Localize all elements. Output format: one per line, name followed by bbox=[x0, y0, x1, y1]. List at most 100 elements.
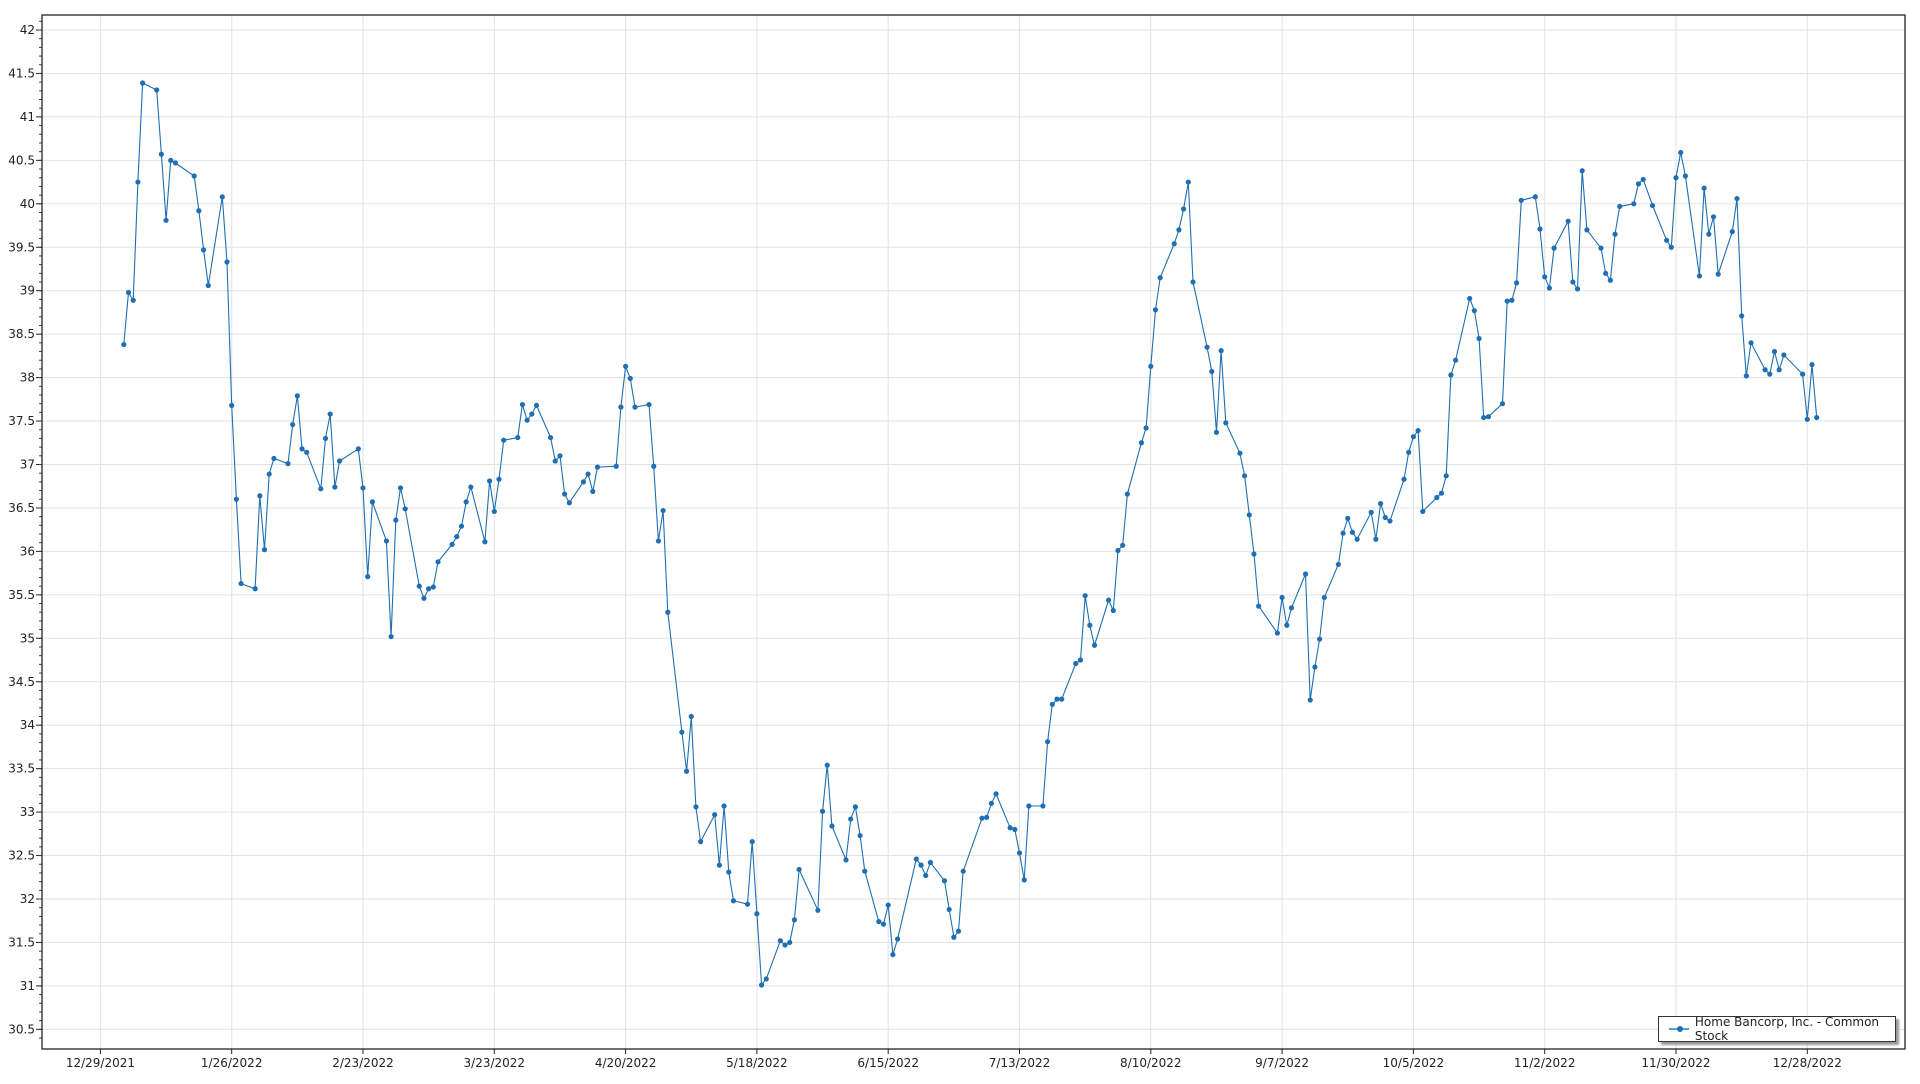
data-point bbox=[421, 595, 427, 601]
data-point bbox=[1579, 168, 1585, 174]
y-tick-label: 38 bbox=[20, 371, 35, 385]
data-point bbox=[487, 478, 493, 484]
data-point bbox=[1077, 657, 1084, 663]
y-tick-label: 32 bbox=[20, 892, 35, 906]
data-point bbox=[777, 938, 783, 944]
data-point bbox=[1256, 603, 1262, 609]
data-point bbox=[1551, 245, 1557, 251]
data-point bbox=[130, 297, 136, 303]
y-tick-label: 36 bbox=[20, 544, 35, 558]
data-point bbox=[782, 942, 788, 948]
data-point bbox=[327, 411, 333, 417]
data-point bbox=[852, 804, 858, 810]
data-point bbox=[1814, 414, 1820, 421]
data-point bbox=[1120, 542, 1126, 548]
data-point bbox=[1045, 739, 1051, 745]
data-point bbox=[562, 491, 568, 497]
data-point bbox=[1518, 197, 1524, 203]
data-point bbox=[360, 485, 366, 491]
data-point bbox=[590, 488, 596, 495]
x-tick-label: 2/23/2022 bbox=[332, 1056, 394, 1070]
data-point bbox=[1138, 440, 1145, 446]
data-point bbox=[1246, 512, 1252, 518]
data-point bbox=[1288, 605, 1295, 611]
data-point bbox=[1706, 231, 1712, 237]
data-point bbox=[1532, 194, 1538, 200]
x-tick-label: 11/2/2022 bbox=[1514, 1056, 1576, 1070]
x-tick-label: 7/13/2022 bbox=[989, 1056, 1051, 1070]
data-point bbox=[1279, 594, 1285, 601]
data-point bbox=[885, 902, 891, 908]
data-point bbox=[988, 800, 994, 807]
data-point bbox=[1204, 344, 1210, 350]
data-point bbox=[1546, 285, 1552, 291]
data-point bbox=[1434, 494, 1440, 501]
data-point bbox=[993, 791, 999, 797]
legend-line-marker-icon bbox=[1669, 1026, 1689, 1032]
legend: Home Bancorp, Inc. - Common Stock bbox=[1658, 1015, 1896, 1043]
data-point bbox=[1157, 275, 1163, 281]
data-point bbox=[135, 179, 141, 185]
data-point bbox=[1649, 202, 1656, 209]
data-point bbox=[1115, 547, 1121, 554]
data-point bbox=[1410, 434, 1416, 440]
data-point bbox=[566, 500, 572, 506]
legend-label: Home Bancorp, Inc. - Common Stock bbox=[1694, 1015, 1880, 1043]
data-point bbox=[1251, 551, 1257, 557]
data-point bbox=[758, 982, 765, 988]
y-tick-label: 33.5 bbox=[8, 762, 35, 776]
data-point bbox=[627, 375, 633, 382]
data-point bbox=[168, 157, 174, 163]
data-point bbox=[322, 435, 329, 442]
data-point bbox=[454, 534, 460, 540]
data-point bbox=[1715, 271, 1721, 277]
data-point bbox=[1668, 244, 1674, 250]
data-point bbox=[1607, 277, 1613, 283]
data-point bbox=[1368, 509, 1374, 515]
data-point bbox=[1040, 803, 1046, 809]
data-point bbox=[660, 507, 666, 514]
data-point bbox=[1767, 371, 1773, 377]
data-point bbox=[524, 417, 530, 423]
data-point bbox=[730, 898, 737, 904]
data-point bbox=[679, 729, 685, 735]
data-point bbox=[1603, 270, 1609, 276]
data-point bbox=[665, 609, 671, 615]
data-point bbox=[369, 499, 375, 505]
data-point bbox=[1049, 701, 1055, 707]
data-point bbox=[857, 832, 863, 839]
data-point bbox=[1105, 597, 1112, 603]
data-point bbox=[257, 493, 263, 499]
plot-frame bbox=[41, 14, 1906, 1050]
data-point bbox=[426, 586, 432, 592]
data-point bbox=[1471, 308, 1477, 314]
data-point bbox=[1565, 218, 1571, 224]
data-point bbox=[1176, 227, 1182, 233]
data-point bbox=[890, 952, 896, 958]
x-tick-label: 9/7/2022 bbox=[1255, 1056, 1309, 1070]
data-point bbox=[1485, 414, 1492, 420]
data-point bbox=[1237, 450, 1243, 456]
data-point bbox=[1617, 203, 1623, 210]
data-point bbox=[229, 402, 235, 409]
data-point bbox=[1476, 335, 1482, 342]
data-point bbox=[299, 446, 305, 452]
data-point bbox=[787, 939, 793, 946]
data-point bbox=[397, 485, 404, 491]
data-point bbox=[918, 862, 924, 868]
data-point bbox=[894, 936, 901, 942]
data-point bbox=[547, 434, 554, 441]
data-point bbox=[463, 499, 469, 505]
data-point bbox=[585, 471, 591, 477]
data-point bbox=[1467, 295, 1473, 302]
data-point bbox=[1678, 149, 1684, 156]
data-point bbox=[1443, 473, 1449, 479]
data-point bbox=[655, 538, 662, 544]
y-tick-label: 39 bbox=[20, 284, 35, 298]
data-point bbox=[266, 471, 272, 477]
data-point bbox=[923, 872, 929, 879]
data-point bbox=[632, 404, 638, 410]
data-point bbox=[468, 484, 474, 490]
y-tick-label: 35.5 bbox=[8, 588, 35, 602]
data-point bbox=[1448, 372, 1454, 378]
